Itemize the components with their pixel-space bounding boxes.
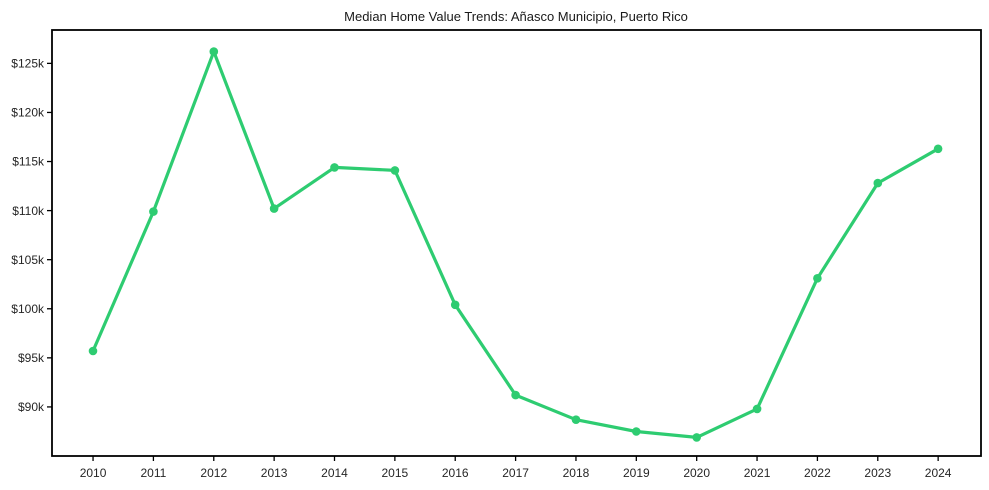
y-axis-tick-label: $120k <box>11 106 45 120</box>
data-point-2019 <box>632 427 641 436</box>
y-axis-tick-label: $100k <box>11 302 45 316</box>
data-point-2012 <box>209 47 219 56</box>
data-point-2013 <box>269 204 279 213</box>
line-series <box>88 47 943 442</box>
x-axis-tick-label: 2019 <box>623 466 650 480</box>
data-point-2022 <box>813 274 822 283</box>
y-axis-tick-label: $110k <box>12 204 45 218</box>
x-axis-tick-label: 2017 <box>502 466 529 480</box>
data-point-2014 <box>330 163 339 172</box>
data-point-2024 <box>933 144 943 154</box>
data-point-2018 <box>571 415 581 425</box>
x-axis: 2010 2011 2012 2013 2014 2015 2016 2017 2018 2019… <box>80 456 952 480</box>
data-point-2017 <box>511 390 520 400</box>
y-axis: $90k $95k $100k $105k $110k $115k $120k $125k <box>11 57 52 414</box>
x-axis-tick-label: 2021 <box>744 466 771 480</box>
x-axis-tick-label: 2011 <box>141 466 167 480</box>
x-axis-tick-label: 2023 <box>864 466 891 480</box>
x-axis-tick-label: 2020 <box>683 466 710 480</box>
x-axis-tick-label: 2018 <box>563 466 590 480</box>
plot-area <box>51 29 982 457</box>
x-axis-tick-label: 2022 <box>804 466 831 480</box>
x-axis-tick-label: 2014 <box>321 466 348 480</box>
x-axis-tick-label: 2015 <box>382 466 409 480</box>
y-axis-tick-label: $125k <box>11 57 45 71</box>
x-axis-tick-label: 2013 <box>261 466 288 480</box>
data-point-2011 <box>149 207 158 216</box>
x-axis-tick-label: 2012 <box>200 466 227 480</box>
data-point-2023 <box>873 178 883 188</box>
x-axis-tick-label: 2010 <box>80 466 107 480</box>
y-axis-tick-label: $105k <box>11 253 45 267</box>
data-point-2015 <box>390 166 400 175</box>
data-point-2021 <box>752 404 762 414</box>
chart-title: Median Home Value Trends: Añasco Municip… <box>344 9 688 24</box>
y-axis-tick-label: $115k <box>12 155 45 169</box>
data-point-2016 <box>450 300 460 310</box>
data-point-2020 <box>692 433 701 442</box>
x-axis-tick-label: 2024 <box>925 466 952 480</box>
x-axis-tick-label: 2016 <box>442 466 469 480</box>
data-point-2010 <box>88 346 98 356</box>
y-axis-tick-label: $90k <box>18 400 45 414</box>
y-axis-tick-label: $95k <box>18 351 45 365</box>
